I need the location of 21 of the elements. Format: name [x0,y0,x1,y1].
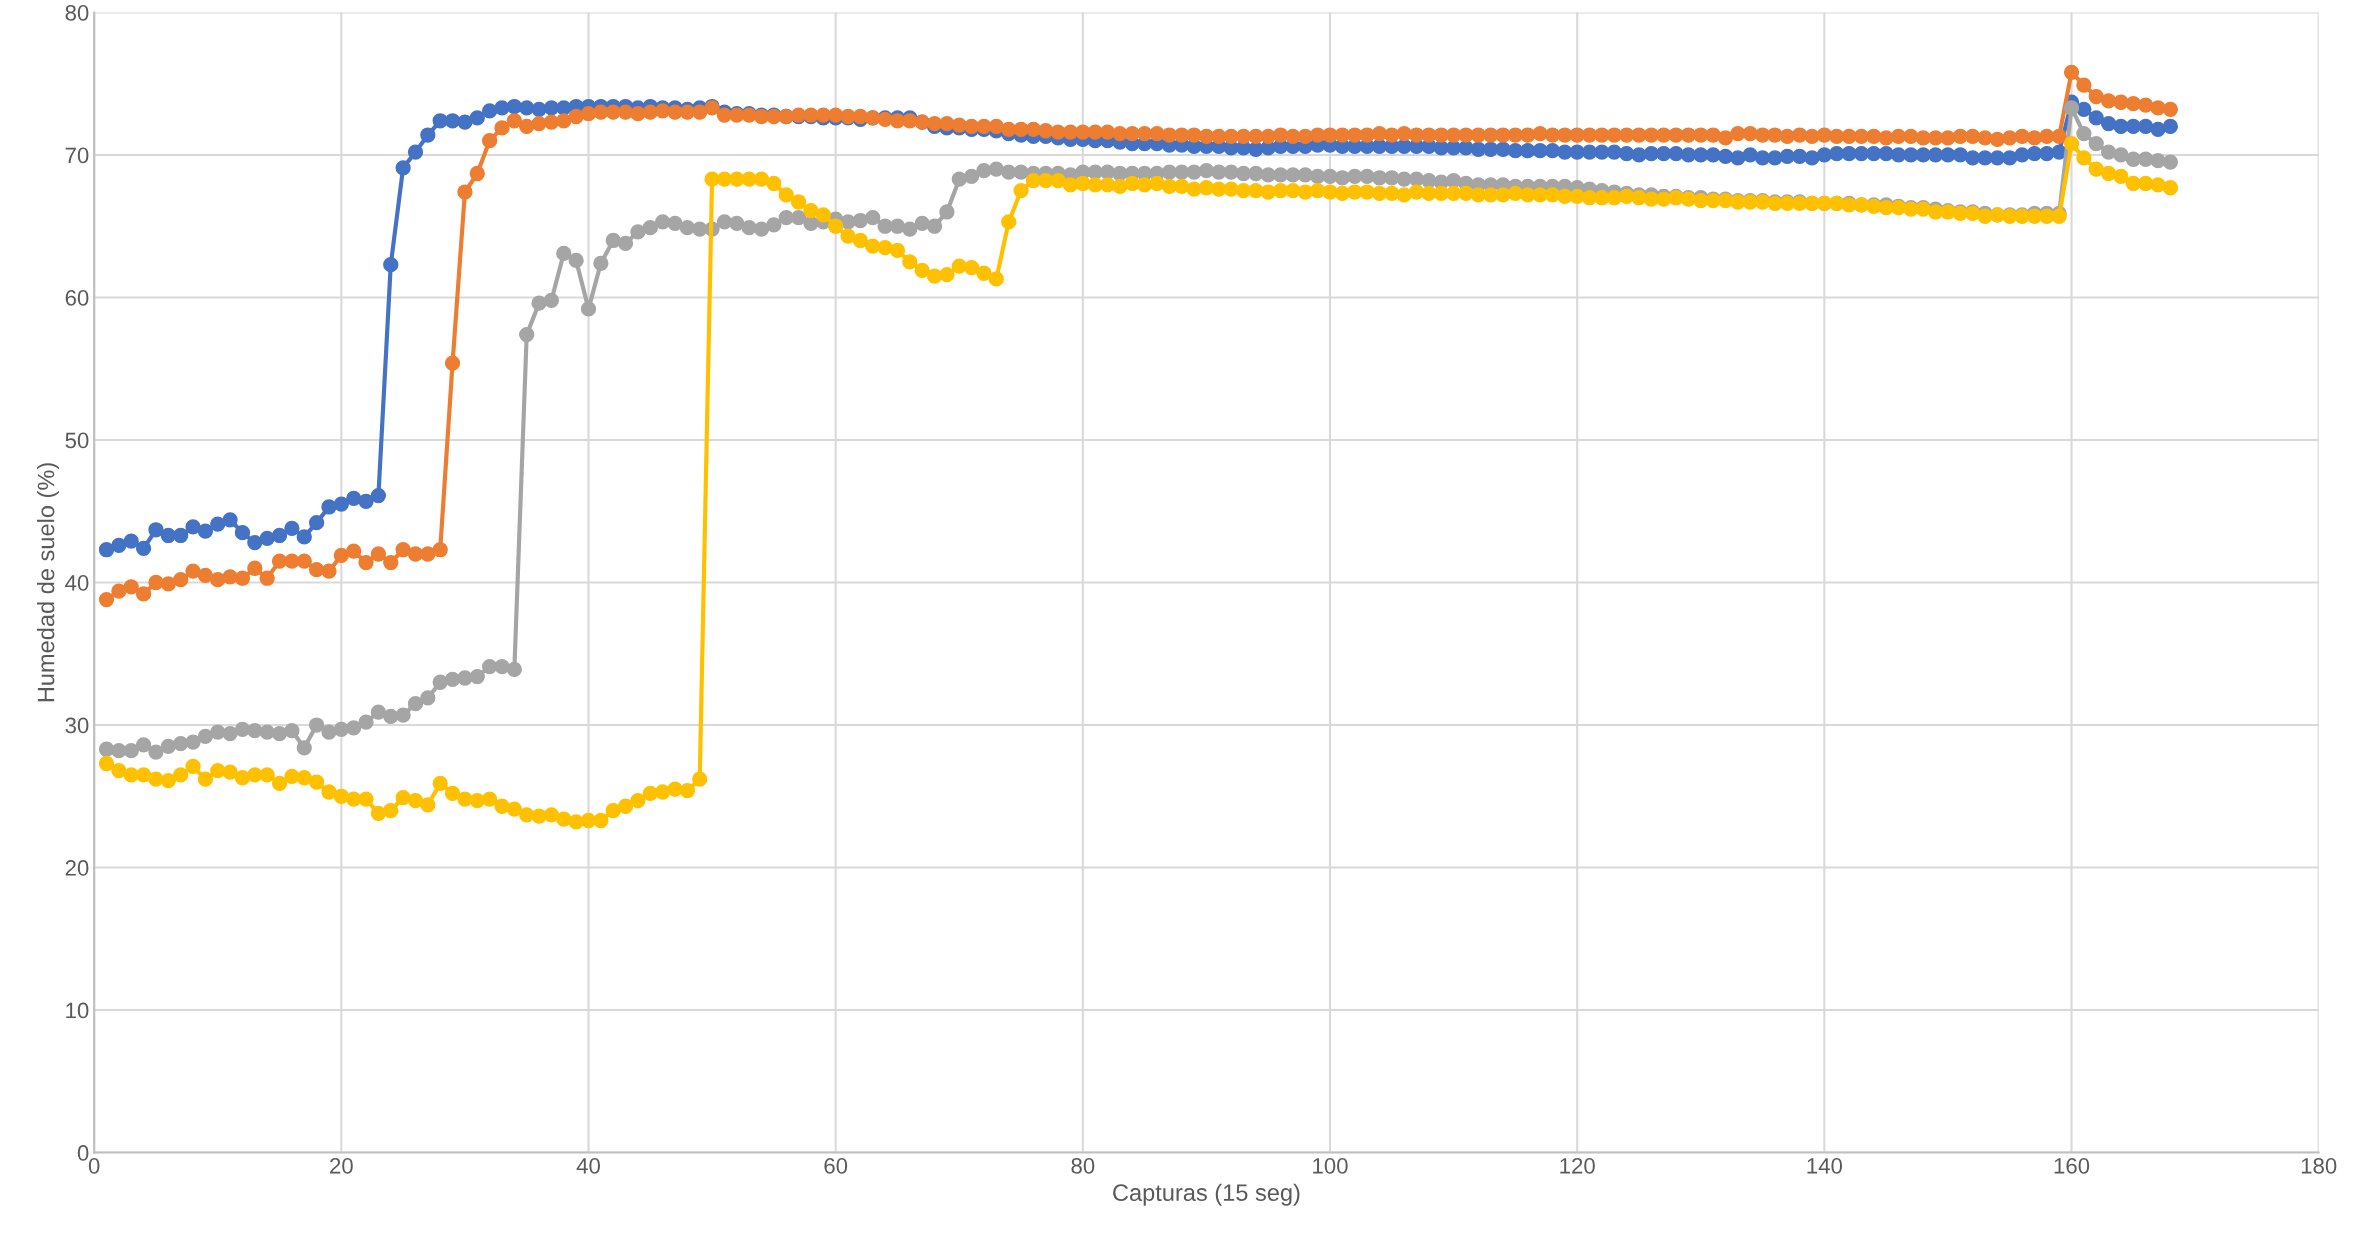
y-tick-label: 30 [65,717,89,734]
y-tick-label: 20 [65,860,89,876]
x-axis-title: Capturas (15 seg) [1113,1183,1300,1206]
x-tick-label: 120 [1560,1158,1595,1174]
x-tick-label: 40 [576,1158,600,1174]
y-tick-label: 60 [65,290,89,306]
x-tick-label: 140 [1807,1158,1843,1174]
x-tick-label: 60 [824,1158,848,1174]
y-tick-label: 0 [77,1145,89,1161]
x-tick-label: 180 [2301,1158,2337,1174]
x-tick-label: 160 [2054,1158,2090,1174]
x-tick-label: 20 [330,1158,353,1174]
y-tick-label: 80 [65,4,89,21]
y-tick-label: 40 [65,575,89,591]
y-tick-label: 10 [66,1002,89,1019]
y-tick-label: 70 [65,147,89,164]
y-axis-title: Humedad de suelo (%) [37,463,60,702]
y-tick-label: 50 [65,432,89,449]
x-tick-label: 0 [88,1158,100,1174]
x-tick-label: 80 [1071,1158,1095,1174]
x-tick-label: 100 [1313,1158,1348,1174]
